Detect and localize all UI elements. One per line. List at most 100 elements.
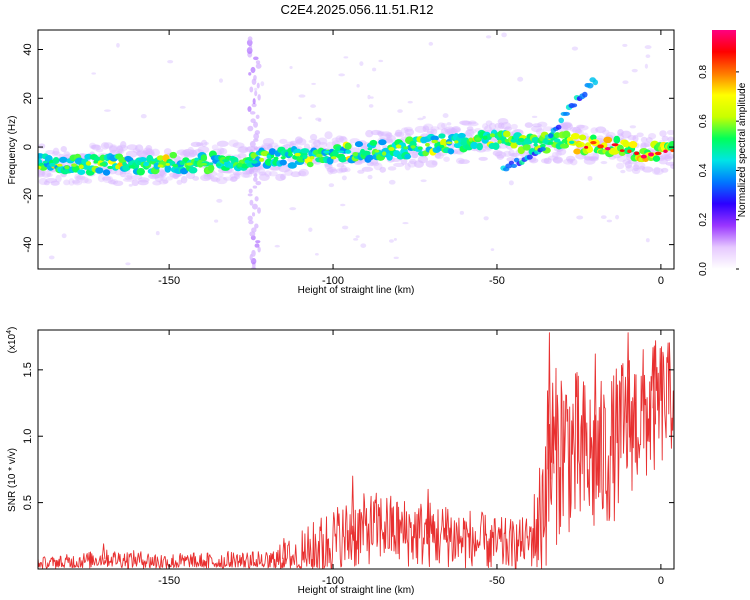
- heatmap-cell: [116, 43, 120, 48]
- heatmap-cell: [316, 154, 323, 157]
- heatmap-cell: [201, 154, 207, 161]
- heatmap-cell: [93, 160, 98, 163]
- heatmap-cell: [253, 75, 257, 81]
- heatmap-cell: [338, 73, 345, 76]
- heatmap-cell: [250, 141, 256, 147]
- heatmap-cell: [429, 42, 433, 46]
- heatmap-cell: [62, 233, 67, 238]
- heatmap-cell: [597, 135, 604, 140]
- y-tick-label: -20: [22, 188, 34, 204]
- heatmap-cell: [43, 161, 48, 164]
- heatmap-cell: [275, 245, 280, 248]
- heatmap-cell: [248, 193, 253, 196]
- heatmap-cell: [389, 239, 394, 243]
- heatmap-cell: [294, 153, 300, 156]
- heatmap-cell: [356, 235, 360, 238]
- heatmap-cell: [158, 164, 164, 167]
- heatmap-cell: [49, 163, 55, 167]
- heatmap-cell: [257, 207, 261, 213]
- heatmap-cell: [664, 155, 672, 161]
- heatmap-cell: [267, 155, 272, 159]
- snr-x-axis-label: Height of straight line (km): [298, 585, 415, 596]
- heatmap-cell: [289, 66, 292, 69]
- heatmap-cell: [181, 176, 188, 184]
- heatmap-cell: [605, 147, 611, 150]
- heatmap-cell: [477, 143, 483, 151]
- heatmap-cell: [491, 248, 495, 251]
- heatmap-cell: [100, 162, 107, 166]
- heatmap-cell: [403, 146, 408, 149]
- colorbar-tick-label: 0.4: [698, 163, 709, 177]
- heatmap-cell: [382, 151, 386, 155]
- heatmap-cell: [526, 145, 530, 148]
- heatmap-cell: [505, 139, 509, 143]
- heatmap-cell: [129, 165, 135, 168]
- heatmap-cell: [137, 161, 141, 165]
- heatmap-cell: [378, 60, 383, 62]
- heatmap-cell: [250, 111, 256, 114]
- heatmap-cell: [255, 196, 259, 201]
- heatmap-cell: [404, 127, 413, 132]
- heatmap-cell: [432, 160, 438, 165]
- heatmap-cell: [345, 143, 352, 150]
- heatmap-cell: [438, 133, 445, 138]
- heatmap-cell: [562, 139, 567, 143]
- heatmap-cell: [622, 80, 628, 84]
- heatmap-cell: [394, 257, 399, 259]
- heatmap-cell: [370, 96, 373, 98]
- heatmap-cell: [253, 185, 258, 188]
- y-tick-label: 0: [22, 144, 34, 150]
- heatmap-cell: [222, 159, 228, 162]
- snr-multiplier-label: (x104): [6, 327, 18, 354]
- heatmap-cell: [582, 92, 587, 98]
- heatmap-cell: [209, 162, 213, 165]
- heatmap-cell: [253, 56, 259, 60]
- heatmap-cell: [166, 163, 170, 166]
- heatmap-cell: [125, 262, 130, 265]
- heatmap-cell: [343, 56, 348, 58]
- heatmap-cell: [315, 253, 319, 256]
- heatmap-cell: [307, 162, 314, 168]
- y-tick-label: 0.5: [22, 495, 34, 510]
- spectrogram-panel: -150 -100 -50 0 -40 -20 0 20 40 Height of strai…: [7, 30, 678, 296]
- heatmap-cell: [448, 148, 455, 154]
- heatmap-cell: [396, 144, 402, 148]
- heatmap-cell: [615, 215, 619, 220]
- heatmap-cell: [388, 166, 397, 170]
- heatmap-cell: [248, 216, 253, 221]
- heatmap-cell: [572, 103, 578, 107]
- heatmap-cell: [248, 36, 253, 41]
- heatmap-cell: [454, 140, 458, 143]
- snr-panel: -150 -100 -50 0 0.51.01.5 Height of straigh…: [6, 327, 674, 596]
- heatmap-cell: [151, 159, 157, 162]
- heatmap-cell: [204, 142, 209, 145]
- heatmap-cell: [420, 179, 426, 182]
- heatmap-cell: [616, 163, 624, 169]
- colorbar-label: Normalized spectral amplitude: [737, 82, 748, 217]
- heatmap-cell: [55, 175, 61, 183]
- heatmap-cell: [486, 35, 491, 38]
- heatmap-cell: [257, 83, 260, 89]
- heatmap-cell: [165, 165, 172, 173]
- heatmap-cell: [172, 164, 178, 167]
- heatmap-cell: [298, 117, 302, 120]
- heatmap-cell: [527, 154, 533, 159]
- heatmap-cell: [257, 94, 260, 100]
- heatmap-cell: [259, 158, 264, 162]
- heatmap-cell: [255, 243, 260, 247]
- heatmap-cell: [637, 132, 644, 137]
- heatmap-cell: [425, 143, 430, 147]
- heatmap-cell: [511, 164, 517, 168]
- y-tick-label: 20: [22, 92, 34, 104]
- heatmap-cell: [446, 141, 452, 144]
- heatmap-cell: [300, 148, 309, 153]
- heatmap-cell: [501, 32, 507, 37]
- heatmap-cell: [620, 170, 625, 173]
- heatmap-cell: [601, 161, 608, 164]
- x-tick-label: -50: [489, 575, 505, 587]
- heatmap-cell: [542, 139, 549, 145]
- heatmap-cell: [39, 143, 46, 148]
- heatmap-cell: [77, 169, 85, 175]
- heatmap-cell: [451, 126, 461, 133]
- heatmap-cell: [375, 150, 380, 153]
